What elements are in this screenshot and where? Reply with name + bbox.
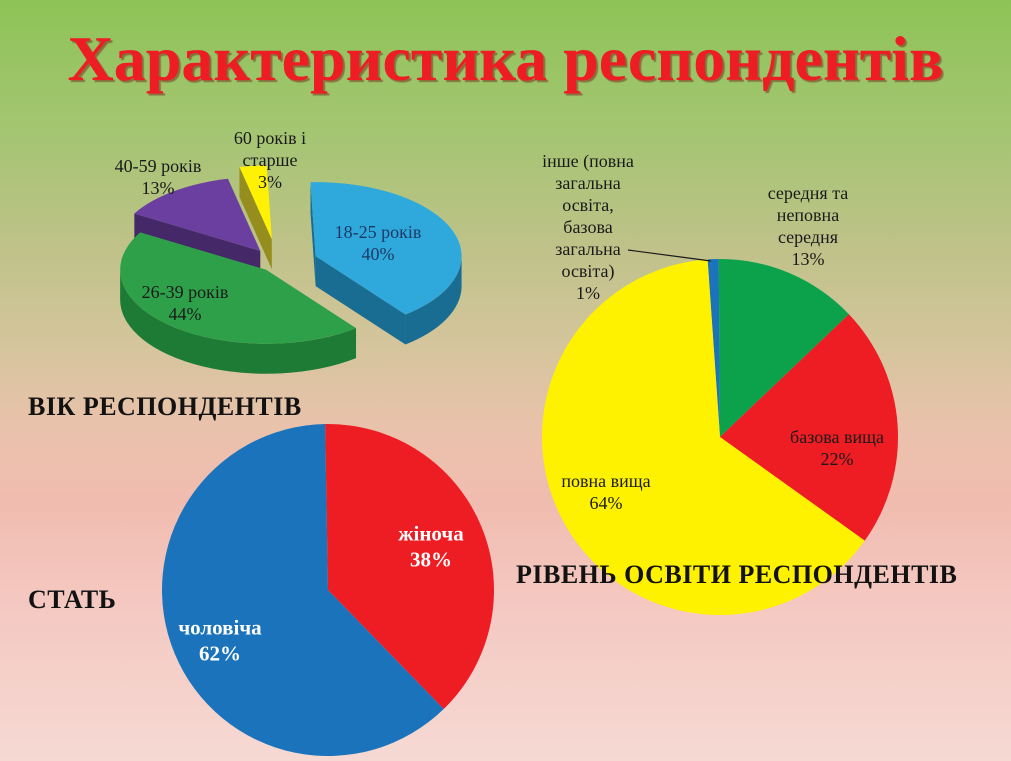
gender-chart-title: СТАТЬ: [28, 585, 117, 614]
age-pie: [120, 165, 462, 374]
age-slice-0-top: [310, 182, 462, 315]
age-slice-1-top: [120, 232, 357, 344]
education-slice-0: [707, 259, 720, 437]
age-slice-1-rim: [120, 269, 357, 374]
age-slice-0-rim: [405, 256, 462, 345]
age-slice-0-wall: [310, 182, 316, 287]
education-pie: [542, 249, 898, 615]
gender-slice-0: [325, 424, 494, 710]
gender-pie: [161, 424, 494, 757]
age-chart-title: ВІК РЕСПОНДЕНТІВ: [28, 392, 302, 421]
age-slice-3-top: [239, 165, 272, 240]
education-slice-2: [720, 314, 898, 541]
education-chart-title: РІВЕНЬ ОСВІТИ РЕСПОНДЕНТІВ: [516, 560, 958, 589]
gender-slice-1: [161, 424, 444, 757]
age-slice-1: [120, 232, 357, 374]
education-slice-3: [542, 259, 865, 615]
age-slice-3: [239, 165, 272, 270]
slide-title: Характеристика респондентів: [67, 23, 944, 94]
education-leader-line: [627, 249, 712, 262]
age-slice-0: [310, 182, 462, 345]
age-slice-2-top: [134, 178, 261, 251]
age-slice-0-wall: [315, 256, 406, 345]
education-slice-1: [718, 258, 849, 437]
age-slice-3-wall: [239, 167, 272, 270]
